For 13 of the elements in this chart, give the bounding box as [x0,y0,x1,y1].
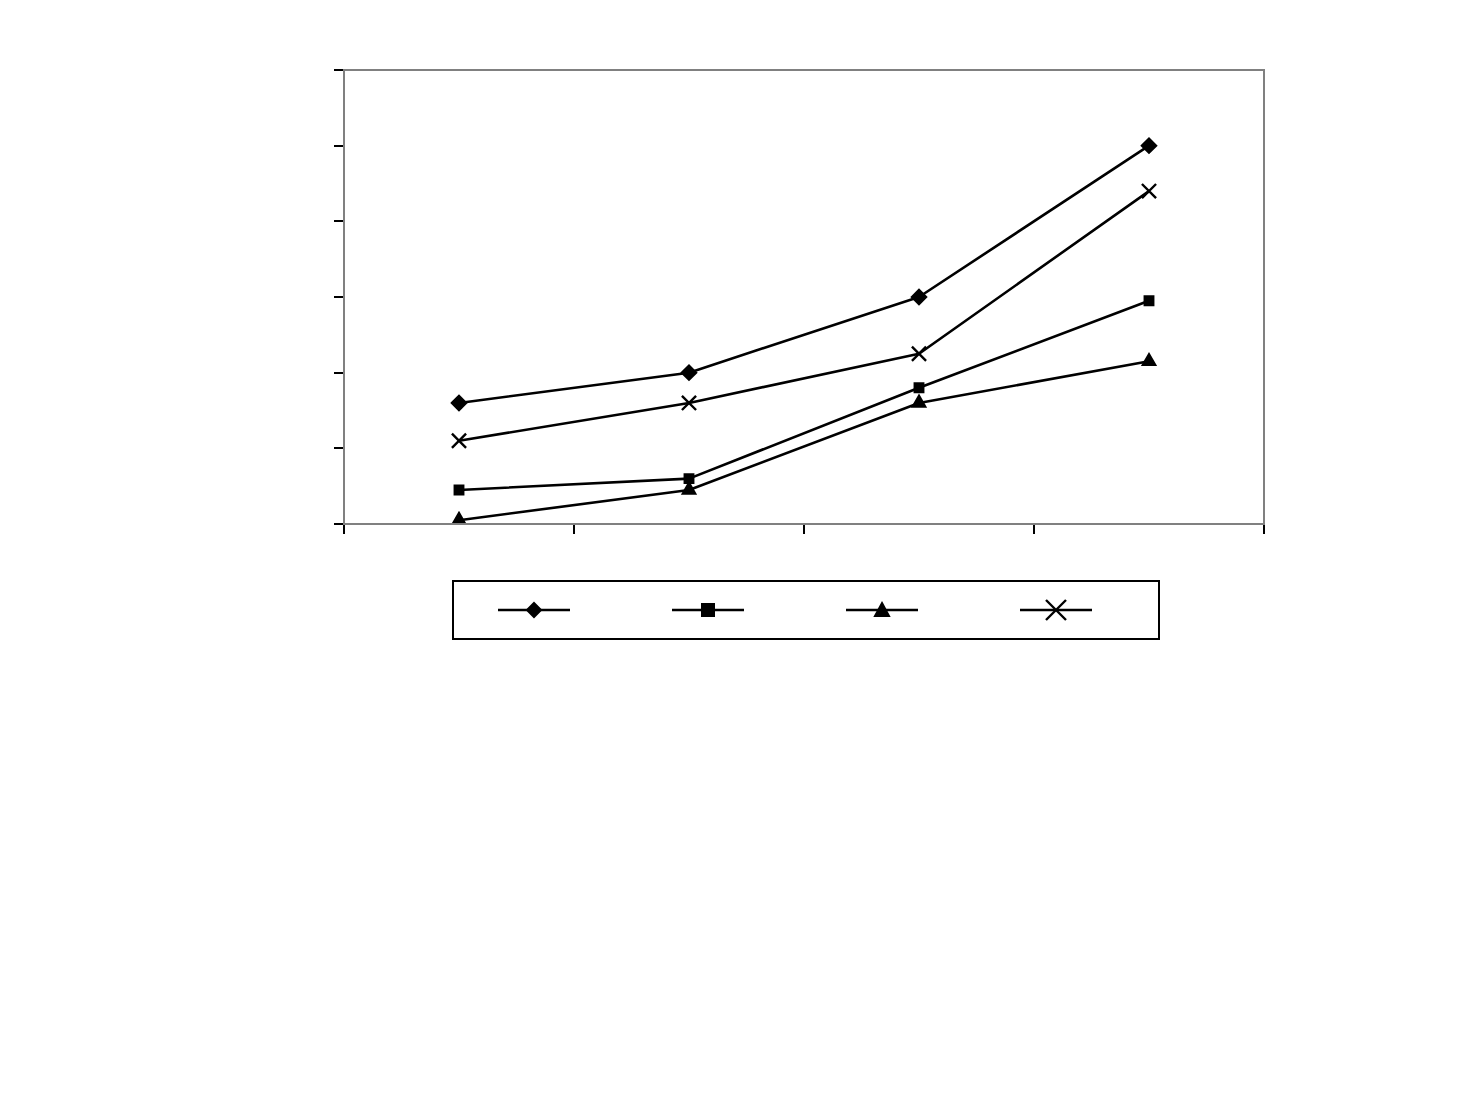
point [1143,295,1155,307]
point [680,394,698,412]
point [910,345,928,363]
point [911,394,927,408]
point [913,382,925,394]
point [1141,353,1157,367]
point [683,473,695,485]
point [1140,182,1158,200]
point [450,432,468,450]
point [680,364,698,381]
point [910,288,928,306]
point [450,394,468,412]
point [1140,137,1158,154]
